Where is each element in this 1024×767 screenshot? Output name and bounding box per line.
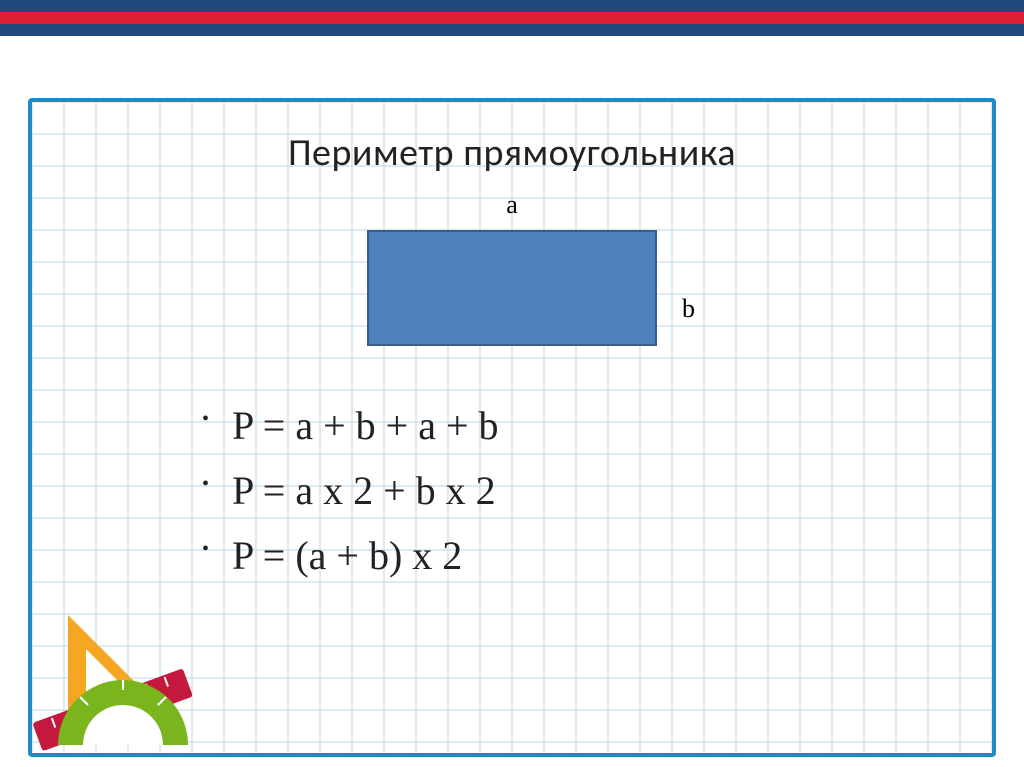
rectangle-diagram: a b xyxy=(32,176,992,396)
formula-3: P = (a + b) x 2 xyxy=(232,532,992,579)
stripe-red xyxy=(0,12,1024,24)
stripe-navy xyxy=(0,0,1024,12)
formula-1: P = a + b + a + b xyxy=(232,402,992,449)
formula-2: P = a x 2 + b x 2 xyxy=(232,467,992,514)
slide-title: Периметр прямоугольника xyxy=(32,102,992,176)
header-stripes xyxy=(0,0,1024,36)
rectangle-shape xyxy=(367,230,657,346)
label-a: a xyxy=(506,190,518,220)
formula-list: P = a + b + a + b P = a x 2 + b x 2 P = … xyxy=(32,396,992,579)
geometry-tools-icon xyxy=(28,575,218,765)
label-b: b xyxy=(682,294,695,324)
stripe-navy xyxy=(0,24,1024,36)
content-frame: Периметр прямоугольника a b P = a + b + … xyxy=(28,98,996,757)
